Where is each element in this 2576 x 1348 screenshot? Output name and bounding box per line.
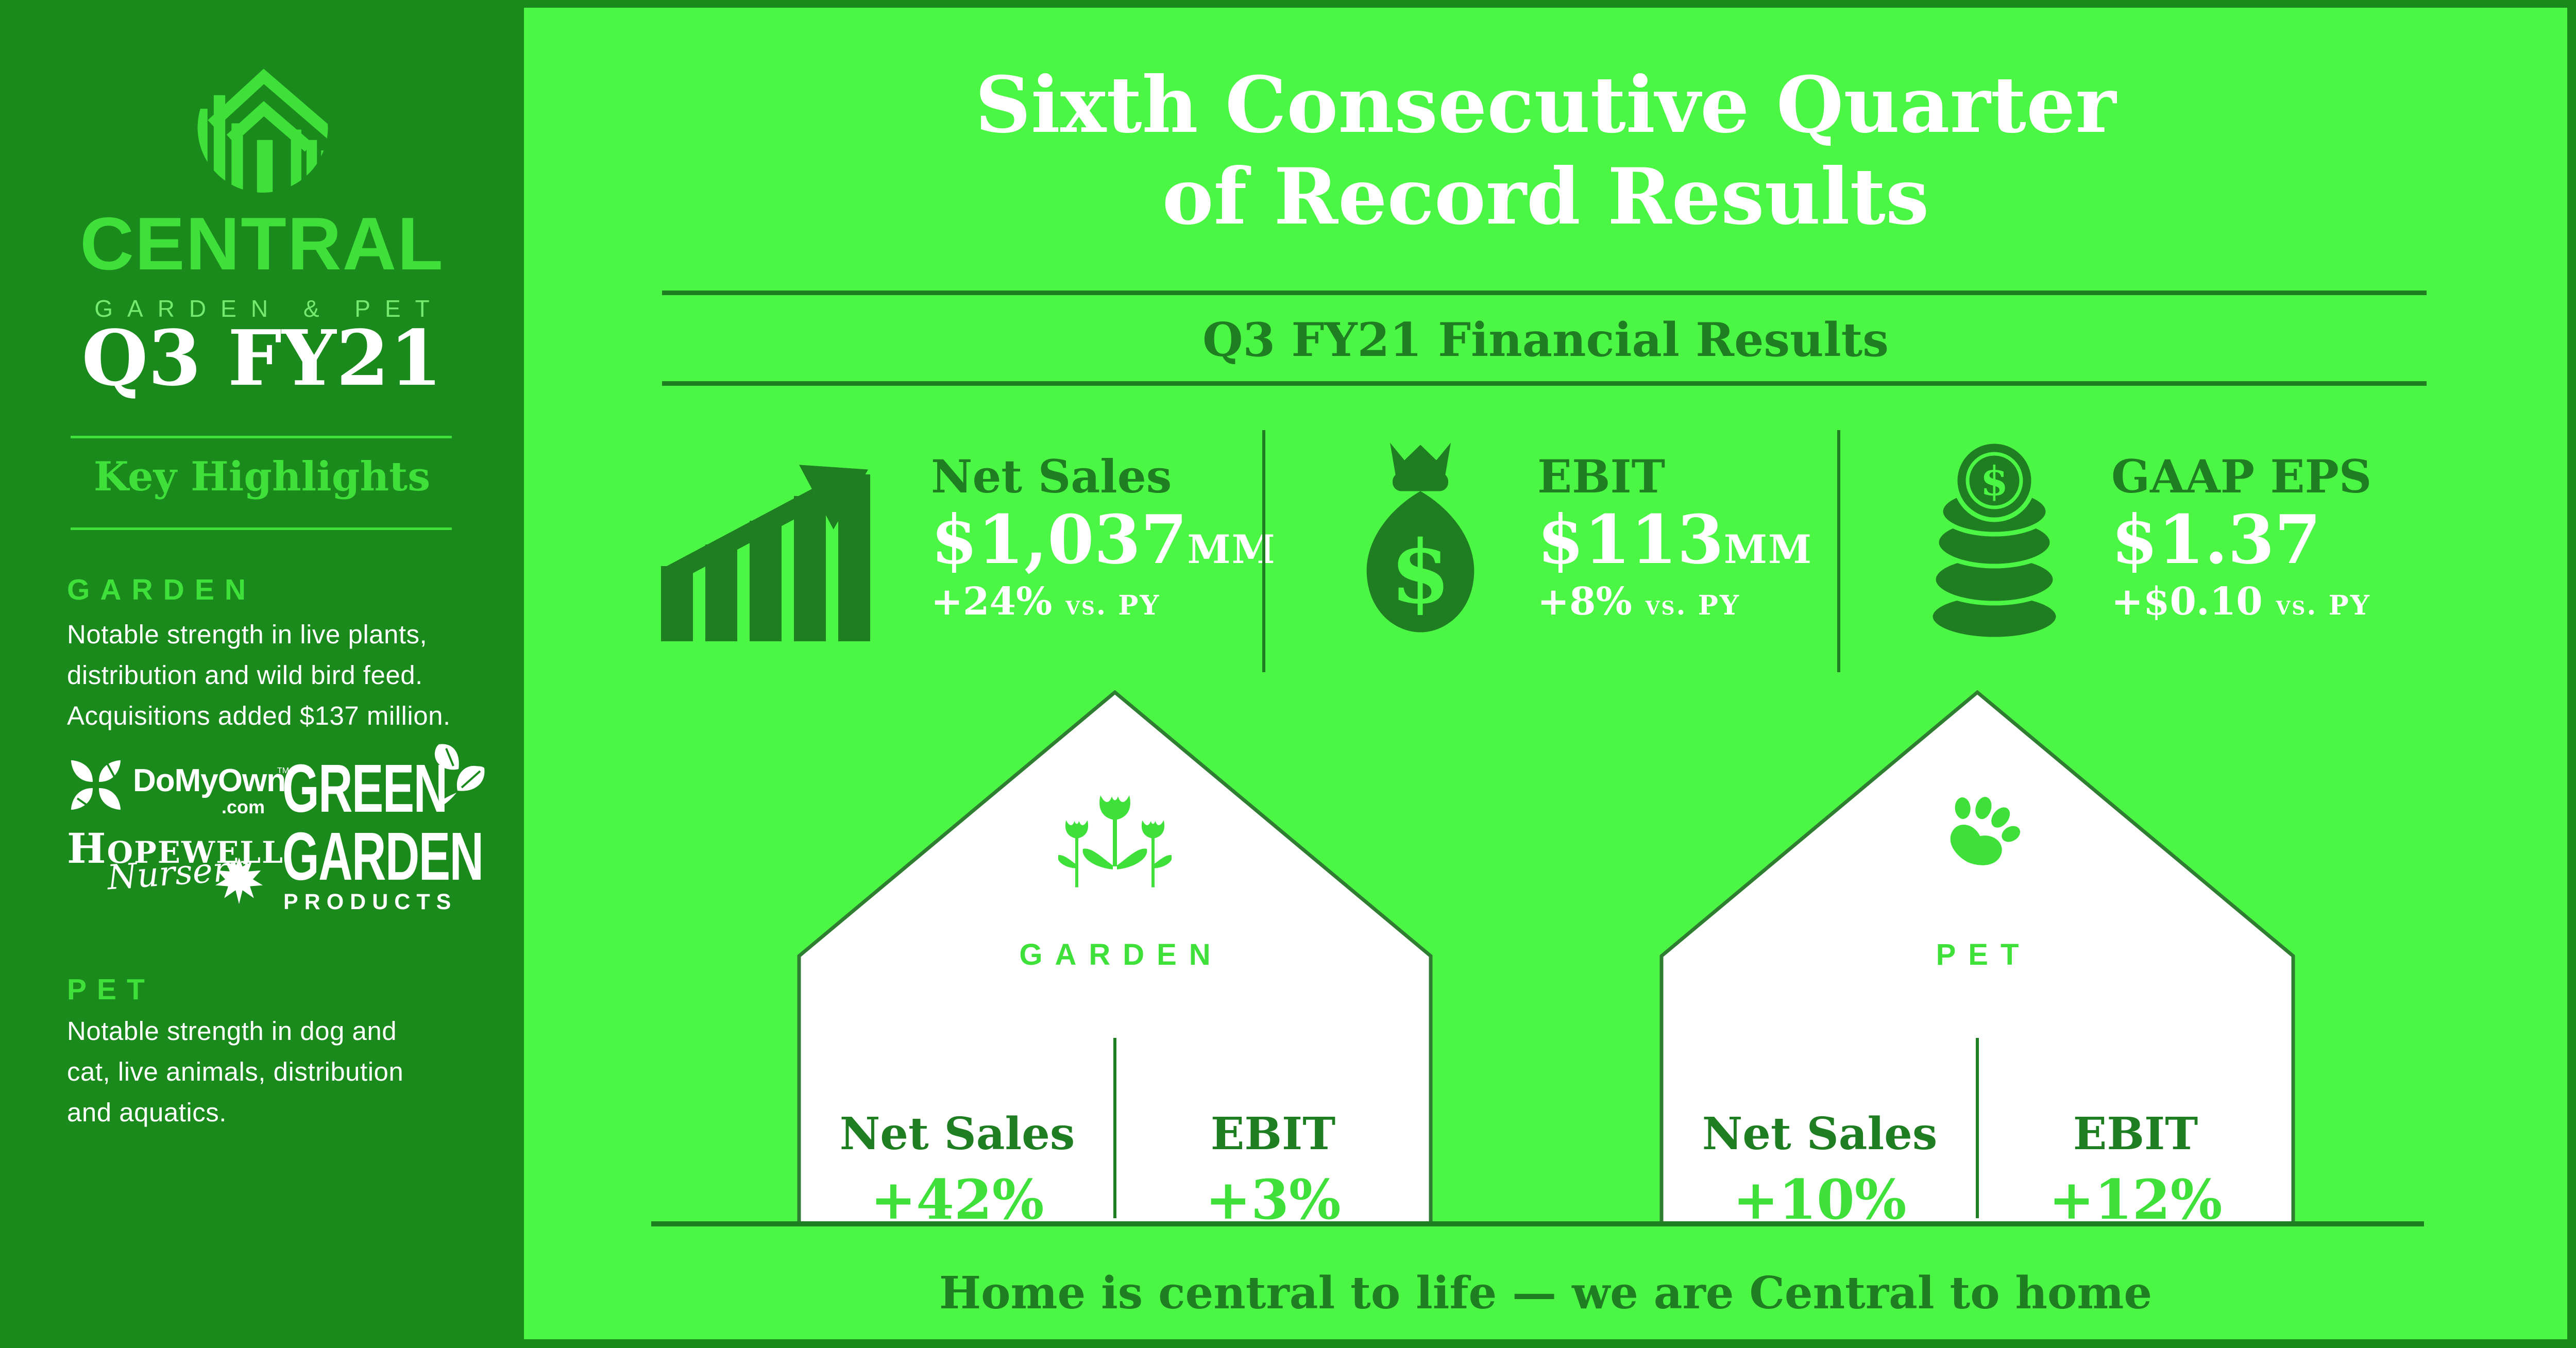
green-garden-word-green: GREEN xyxy=(282,750,448,827)
paw-icon xyxy=(1950,797,2021,865)
value-unit: MM xyxy=(1187,526,1276,572)
metric-change: +8% vs. PY xyxy=(1537,579,1740,624)
segment-label: GARDEN xyxy=(1019,938,1223,971)
house-outline-shape xyxy=(797,690,1433,1222)
text-line: distribution and wild bird feed. xyxy=(67,660,423,690)
green-garden-word-garden: GARDEN xyxy=(282,818,484,895)
sidebar: CENTRAL GARDEN & PET Q3 FY21 Key Highlig… xyxy=(0,0,524,1348)
central-house-logo-icon xyxy=(197,69,328,193)
pet-segment-house: PET Net Sales EBIT +10% +12% xyxy=(1659,689,2295,1232)
metric-value: $113MM xyxy=(1537,501,1812,588)
coin-stack-icon: $ xyxy=(1928,439,2061,641)
dollar-glyph: $ xyxy=(1391,521,1451,623)
subtitle-rule-top xyxy=(662,291,2427,295)
metric-value: $1,037MM xyxy=(931,501,1276,588)
change-comparison: vs. PY xyxy=(1645,590,1740,621)
key-highlights-title: Key Highlights xyxy=(93,453,431,500)
green-garden-word-products: PRODUCTS xyxy=(283,890,457,914)
segment-metric-name: Net Sales xyxy=(1702,1108,1938,1160)
green-garden-leaves-icon xyxy=(434,744,485,806)
growth-bar-chart-icon xyxy=(661,465,870,641)
change-comparison: vs. PY xyxy=(2276,590,2371,621)
garden-segment-house: GARDEN Net Sales EBIT +42% +3% xyxy=(797,689,1433,1232)
segment-metric-name: EBIT xyxy=(2073,1108,2198,1160)
domyown-logo: DoMyOwn TM .com xyxy=(67,756,289,823)
pet-highlight-text: Notable strength in dog and cat, live an… xyxy=(67,1011,495,1133)
subtitle-rule-bottom xyxy=(662,381,2427,386)
change-value: +$0.10 xyxy=(2111,579,2263,624)
change-value: +24% xyxy=(931,579,1053,624)
segment-metric-change: +42% xyxy=(870,1167,1044,1232)
metric-divider xyxy=(1837,430,1840,672)
value-unit: MM xyxy=(1723,526,1813,572)
segment-metric-change: +12% xyxy=(2048,1167,2223,1232)
segment-metric-name: Net Sales xyxy=(839,1108,1075,1160)
ground-line xyxy=(651,1221,2424,1226)
metric-name: GAAP EPS xyxy=(2111,450,2372,503)
segment-divider xyxy=(1976,1038,1979,1218)
house-outline-shape xyxy=(1659,690,2295,1222)
segment-divider xyxy=(1113,1038,1116,1218)
brand-name: CENTRAL xyxy=(80,202,444,285)
metric-change: +$0.10 vs. PY xyxy=(2111,579,2371,624)
change-comparison: vs. PY xyxy=(1065,590,1161,621)
text-line: Acquisitions added $137 million. xyxy=(67,701,451,730)
metric-value: $1.37 xyxy=(2111,501,2321,588)
trademark-symbol: TM xyxy=(277,766,290,775)
value: $1,037 xyxy=(931,500,1188,579)
money-bag-icon: $ xyxy=(1366,442,1475,633)
title-line-1: Sixth Consecutive Quarter xyxy=(975,60,2116,150)
text-line: and aquatics. xyxy=(67,1098,227,1127)
metric-name: Net Sales xyxy=(931,450,1172,503)
garden-highlight-text: Notable strength in live plants, distrib… xyxy=(67,614,495,736)
text-line: Notable strength in live plants, xyxy=(67,620,428,649)
hopewell-nursery-logo: HOPEWELL Nursery xyxy=(67,824,283,927)
tagline: Home is central to life — we are Central… xyxy=(939,1267,2153,1319)
metric-divider xyxy=(1262,430,1265,672)
subtitle: Q3 FY21 Financial Results xyxy=(1202,313,1889,367)
hopewell-wordmark: HOPEWELL xyxy=(67,824,284,873)
report-period: Q3 FY21 xyxy=(81,313,443,403)
segment-metric-name: EBIT xyxy=(1210,1108,1336,1160)
title-line-2: of Record Results xyxy=(1162,151,1929,242)
value: $1.37 xyxy=(2111,500,2321,579)
segment-label: PET xyxy=(1936,938,2031,971)
domyown-wordmark: DoMyOwn xyxy=(133,763,286,798)
pet-section-label: PET xyxy=(67,973,155,1006)
divider-line xyxy=(71,436,452,438)
metric-change: +24% vs. PY xyxy=(931,579,1160,624)
dollar-glyph: $ xyxy=(1980,458,2008,505)
divider-line xyxy=(71,527,452,530)
domyown-com-suffix: .com xyxy=(222,796,265,817)
text-line: Notable strength in dog and xyxy=(67,1016,397,1046)
garden-section-label: GARDEN xyxy=(67,573,257,606)
domyown-leaves-icon xyxy=(71,760,121,810)
value: $113 xyxy=(1537,500,1724,579)
metric-name: EBIT xyxy=(1537,450,1666,503)
tulips-icon xyxy=(1058,795,1172,888)
brand-subtitle: GARDEN & PET xyxy=(94,295,444,322)
main-panel: Sixth Consecutive Quarter of Record Resu… xyxy=(524,8,2567,1339)
segment-metric-change: +10% xyxy=(1733,1167,1907,1232)
green-garden-products-logo: GREEN GARDEN PRODUCTS xyxy=(282,744,499,919)
maple-leaf-icon xyxy=(215,857,263,905)
change-value: +8% xyxy=(1537,579,1632,624)
segment-metric-change: +3% xyxy=(1205,1167,1341,1232)
page-title: Sixth Consecutive Quarter of Record Resu… xyxy=(524,59,2567,243)
text-line: cat, live animals, distribution xyxy=(67,1057,404,1086)
